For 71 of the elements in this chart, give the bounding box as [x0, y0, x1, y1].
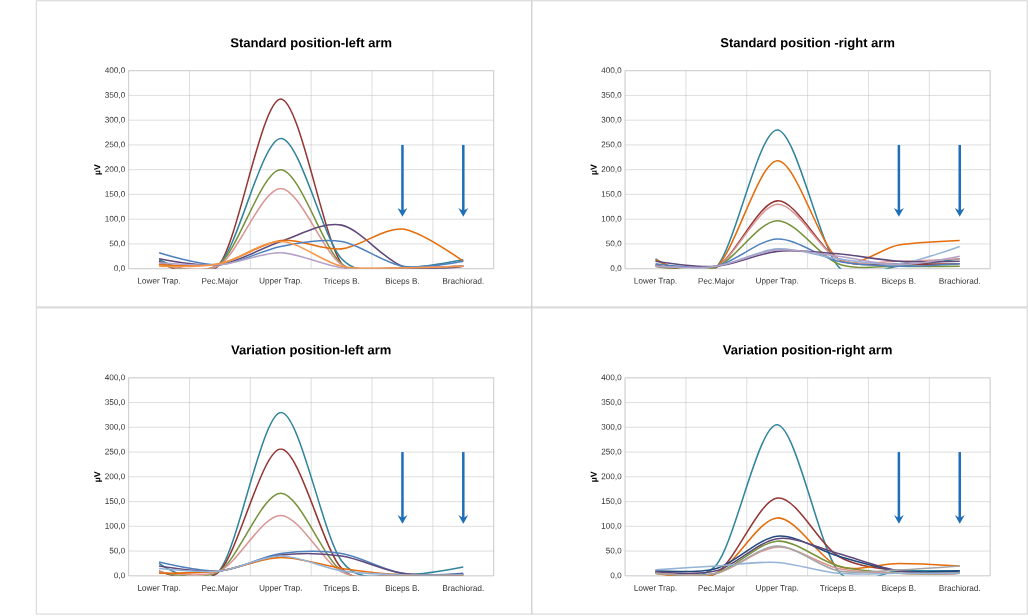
x-tick-label: Biceps B. — [385, 278, 419, 286]
y-tick-label: 0,0 — [610, 265, 622, 273]
y-tick-label: 400,0 — [601, 67, 622, 75]
y-tick-label: 400,0 — [601, 374, 622, 382]
y-tick-label: 150,0 — [105, 191, 125, 198]
x-tick-label: Pec.Major — [202, 585, 239, 593]
y-tick-label: 200,0 — [105, 166, 125, 174]
y-tick-label: 100,0 — [601, 216, 622, 223]
x-tick-label: Pec.Major — [698, 278, 735, 286]
y-tick-label: 200,0 — [105, 473, 125, 481]
y-tick-label: 150,0 — [601, 498, 622, 506]
chart-title: Standard position -right arm — [720, 37, 895, 51]
chart-title: Variation position-left arm — [231, 345, 391, 358]
x-tick-label: Biceps B. — [385, 585, 419, 593]
y-tick-label: 0,0 — [610, 572, 622, 580]
y-tick-label: 300,0 — [105, 424, 125, 431]
y-tick-label: 350,0 — [601, 92, 622, 99]
x-tick-label: Upper Trap. — [756, 585, 799, 593]
y-tick-label: 400,0 — [104, 67, 125, 75]
y-tick-label: 300,0 — [601, 117, 622, 124]
y-tick-label: 250,0 — [601, 141, 622, 149]
y-tick-label: 50,0 — [606, 547, 622, 555]
y-tick-label: 250,0 — [105, 448, 125, 456]
y-tick-label: 100,0 — [105, 523, 125, 530]
y-tick-label: 50,0 — [109, 240, 125, 248]
line-series — [158, 411, 465, 577]
y-tick-label: 150,0 — [105, 498, 125, 506]
y-tick-label: 200,0 — [601, 166, 622, 174]
x-tick-label: Lower Trap. — [138, 278, 180, 286]
x-tick-label: Pec.Major — [202, 278, 239, 286]
x-tick-label: Biceps B. — [882, 585, 916, 593]
x-tick-label: Lower Trap. — [138, 585, 180, 593]
y-tick-label: 250,0 — [601, 448, 622, 456]
x-tick-label: Biceps B. — [882, 278, 916, 286]
chart-title: Standard position-left arm — [230, 38, 392, 51]
y-tick-label: 350,0 — [105, 92, 125, 99]
y-tick-label: 0,0 — [114, 572, 125, 580]
y-axis-title: µV — [590, 471, 599, 482]
y-axis-title: µV — [94, 164, 103, 175]
x-tick-label: Brachiorad. — [443, 278, 484, 285]
y-tick-label: 300,0 — [105, 117, 125, 124]
x-tick-label: Upper Trap. — [259, 278, 302, 286]
y-tick-label: 50,0 — [606, 240, 622, 248]
x-tick-label: Triceps B. — [819, 278, 856, 286]
y-axis-title: µV — [94, 471, 103, 482]
x-tick-label: Triceps B. — [323, 278, 360, 286]
x-tick-label: Lower Trap. — [634, 278, 677, 286]
y-tick-label: 100,0 — [601, 523, 622, 530]
line-series — [654, 561, 961, 576]
y-tick-label: 100,0 — [105, 216, 125, 223]
y-tick-label: 200,0 — [601, 473, 622, 481]
chart-title: Variation position-right arm — [722, 345, 892, 358]
y-axis-title: µV — [590, 164, 599, 175]
x-tick-label: Brachiorad. — [443, 585, 484, 592]
x-tick-label: Brachiorad. — [939, 278, 980, 285]
y-tick-label: 250,0 — [105, 141, 125, 149]
y-tick-label: 350,0 — [601, 399, 622, 407]
x-tick-label: Lower Trap. — [634, 585, 677, 593]
y-tick-label: 350,0 — [105, 399, 125, 407]
x-tick-label: Triceps B. — [323, 585, 360, 593]
y-tick-label: 0,0 — [114, 265, 125, 273]
x-tick-label: Upper Trap. — [756, 278, 799, 286]
x-tick-label: Pec.Major — [698, 585, 735, 593]
x-tick-label: Upper Trap. — [259, 585, 302, 593]
line-series — [654, 238, 961, 269]
x-tick-label: Brachiorad. — [939, 585, 980, 592]
x-tick-label: Triceps B. — [819, 585, 856, 593]
y-tick-label: 150,0 — [601, 191, 622, 198]
y-tick-label: 400,0 — [104, 374, 125, 382]
y-tick-label: 300,0 — [601, 424, 622, 431]
y-tick-label: 50,0 — [109, 547, 125, 555]
